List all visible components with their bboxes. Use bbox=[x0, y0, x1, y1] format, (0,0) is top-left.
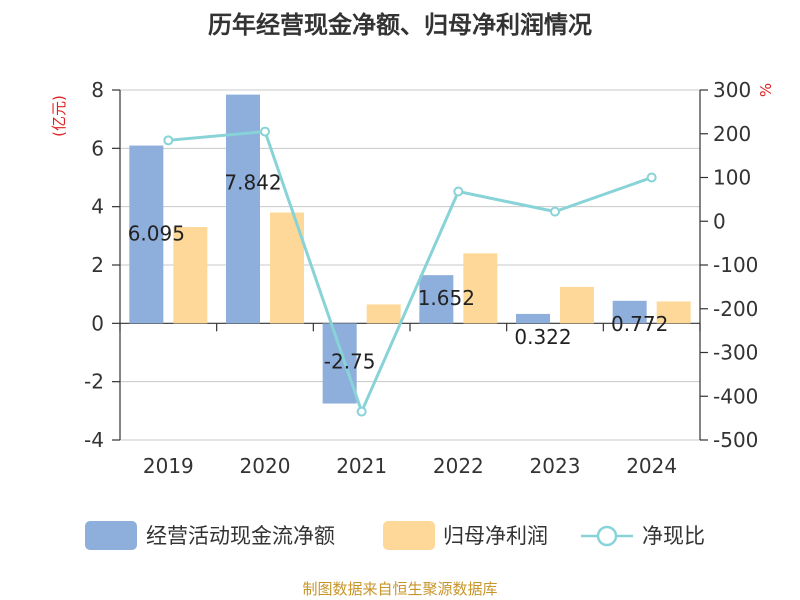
bar-net-profit bbox=[463, 253, 498, 324]
left-axis-tick-label: 8 bbox=[91, 78, 104, 102]
legend-swatch-cash-flow bbox=[85, 521, 137, 550]
bar-net-profit bbox=[366, 304, 401, 324]
legend-label-cash-flow: 经营活动现金流净额 bbox=[146, 524, 335, 548]
bar-cash-flow bbox=[322, 323, 357, 404]
ratio-line bbox=[163, 126, 657, 417]
legend-item-net-profit[interactable]: 归母净利润 bbox=[383, 521, 548, 550]
bar-data-label: 0.772 bbox=[611, 312, 668, 336]
bar-cash-flow bbox=[612, 300, 647, 324]
right-axis-tick-label: -500 bbox=[713, 428, 758, 452]
bar-cash-flow bbox=[516, 313, 550, 324]
x-axis-tick-label: 2023 bbox=[530, 454, 581, 478]
x-axis-tick-label: 2019 bbox=[143, 454, 194, 478]
bar-net-profit bbox=[656, 301, 691, 324]
ratio-point bbox=[453, 186, 464, 197]
legend: 经营活动现金流净额 归母净利润 净现比 bbox=[85, 521, 705, 550]
bar-net-profit bbox=[560, 286, 594, 324]
right-axis-tick-label: 0 bbox=[713, 209, 726, 233]
x-axis-tick-label: 2022 bbox=[433, 454, 484, 478]
source-note: 制图数据来自恒生聚源数据库 bbox=[302, 580, 497, 598]
left-axis-unit: (亿元) bbox=[50, 95, 68, 137]
left-axis-tick-label: 4 bbox=[91, 195, 104, 219]
ratio-point bbox=[550, 206, 560, 217]
right-axis-unit: % bbox=[757, 83, 775, 97]
bar-data-label: -2.75 bbox=[324, 350, 376, 374]
bar-data-label: 1.652 bbox=[418, 286, 475, 310]
bar-net-profit bbox=[173, 227, 208, 324]
ratio-point bbox=[260, 126, 270, 137]
bar-data-label: 6.095 bbox=[128, 222, 185, 246]
ratio-point bbox=[163, 135, 174, 146]
x-axis-tick-label: 2021 bbox=[336, 454, 387, 478]
left-axis-tick-label: 6 bbox=[91, 136, 104, 160]
left-axis-tick-label: 0 bbox=[91, 311, 104, 335]
bars bbox=[129, 94, 691, 404]
legend-marker-ratio bbox=[596, 525, 618, 547]
x-axis-tick-label: 2024 bbox=[626, 454, 677, 478]
right-axis-tick-label: 300 bbox=[713, 78, 751, 102]
right-axis-tick-label: -300 bbox=[713, 341, 758, 365]
right-axis-tick-label: 200 bbox=[713, 122, 751, 146]
right-axis-tick-label: 100 bbox=[713, 166, 751, 190]
right-axis-tick-label: -100 bbox=[713, 253, 758, 277]
bar-cash-flow bbox=[419, 275, 454, 324]
bar-cash-flow bbox=[129, 145, 164, 324]
right-axis-tick-label: -400 bbox=[713, 384, 758, 408]
bar-data-label: 7.842 bbox=[224, 171, 281, 195]
ratio-point bbox=[356, 406, 367, 417]
axes: 8 6 4 2 0 -2 -4 300 200 100 0 -100 -200 -300 -400 -500 2… bbox=[84, 78, 758, 478]
chart-title: 历年经营现金净额、归母净利润情况 bbox=[208, 11, 592, 39]
legend-label-net-profit: 归母净利润 bbox=[443, 524, 548, 548]
ratio-point bbox=[646, 172, 657, 183]
legend-label-ratio: 净现比 bbox=[642, 524, 705, 548]
left-axis-tick-label: -4 bbox=[84, 428, 104, 452]
legend-item-ratio[interactable]: 净现比 bbox=[581, 524, 705, 548]
x-axis-tick-label: 2020 bbox=[240, 454, 291, 478]
legend-item-cash-flow[interactable]: 经营活动现金流净额 bbox=[85, 521, 335, 550]
ratio-line-path bbox=[168, 129, 653, 416]
gridlines bbox=[120, 89, 700, 441]
data-labels: 6.095 7.842 -2.75 1.652 0.322 0.772 bbox=[128, 171, 669, 374]
legend-swatch-net-profit bbox=[383, 521, 435, 550]
right-axis-tick-label: -200 bbox=[713, 297, 758, 321]
bar-cash-flow bbox=[226, 94, 260, 324]
bar-data-label: 0.322 bbox=[514, 325, 571, 349]
left-axis-tick-label: -2 bbox=[84, 370, 104, 394]
left-axis-tick-label: 2 bbox=[91, 253, 104, 277]
